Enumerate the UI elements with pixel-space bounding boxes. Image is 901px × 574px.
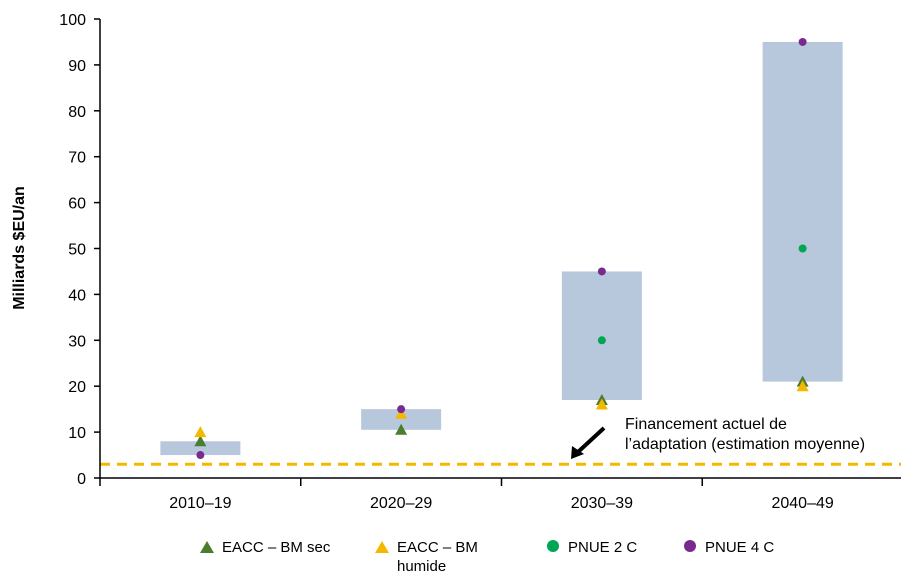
y-tick-label: 70 — [68, 150, 86, 167]
legend-label-pnue-4c: PNUE 4 C — [705, 539, 774, 556]
legend-label-eacc-sec: EACC – BM sec — [222, 539, 331, 556]
marker-series-2-2 — [597, 336, 606, 345]
y-tick-label: 80 — [68, 104, 86, 121]
y-tick-label: 40 — [68, 287, 86, 304]
range-bar-2 — [561, 271, 642, 400]
annotation-arrow — [576, 426, 606, 454]
marker-series-1-0 — [194, 426, 207, 438]
legend-marker-pnue-2c — [547, 540, 559, 552]
marker-series-3-2 — [597, 267, 606, 276]
range-bar-1 — [361, 409, 442, 430]
annotation-arrowhead — [571, 446, 584, 459]
y-tick-label: 30 — [68, 333, 86, 350]
annotation-line-2: l’adaptation (estimation moyenne) — [625, 436, 865, 453]
x-tick-label: 2030–39 — [571, 495, 633, 512]
axes: 0 10 20 30 40 50 60 70 80 90 100 2010–19 2020–29 2030… — [59, 12, 901, 512]
legend-marker-eacc-sec — [200, 541, 214, 553]
data-markers — [194, 37, 809, 460]
y-tick-label: 100 — [59, 12, 86, 29]
legend-marker-eacc-humide — [375, 541, 389, 553]
y-tick-label: 60 — [68, 196, 86, 213]
x-tick-label: 2040–49 — [771, 495, 833, 512]
legend-label-eacc-humide-2: humide — [397, 558, 446, 574]
annotation-line-1: Financement actuel de — [625, 416, 787, 433]
legend: EACC – BM sec EACC – BM humide PNUE 2 C … — [200, 539, 774, 574]
marker-series-0-0 — [194, 435, 207, 447]
range-bar-0 — [160, 441, 241, 456]
marker-series-3-1 — [397, 405, 406, 414]
marker-series-1-1 — [395, 407, 408, 419]
x-tick-label: 2010–19 — [169, 495, 231, 512]
y-tick-label: 50 — [68, 242, 86, 259]
y-tick-label: 90 — [68, 58, 86, 75]
y-axis-label: Milliards $EU/an — [11, 186, 28, 310]
range-bars — [160, 41, 843, 456]
legend-label-pnue-2c: PNUE 2 C — [568, 539, 637, 556]
marker-series-1-2 — [595, 398, 608, 410]
marker-series-3-0 — [196, 451, 205, 460]
x-tick-label: 2020–29 — [370, 495, 432, 512]
marker-series-2-3 — [798, 244, 807, 253]
marker-series-1-3 — [796, 380, 809, 392]
marker-series-3-3 — [798, 37, 807, 46]
y-tick-label: 0 — [77, 471, 86, 488]
y-tick-label: 20 — [68, 379, 86, 396]
legend-marker-pnue-4c — [684, 540, 696, 552]
range-bar-3 — [762, 41, 843, 382]
legend-label-eacc-humide-1: EACC – BM — [397, 539, 478, 556]
y-tick-label: 10 — [68, 425, 86, 442]
marker-series-0-1 — [395, 423, 408, 435]
